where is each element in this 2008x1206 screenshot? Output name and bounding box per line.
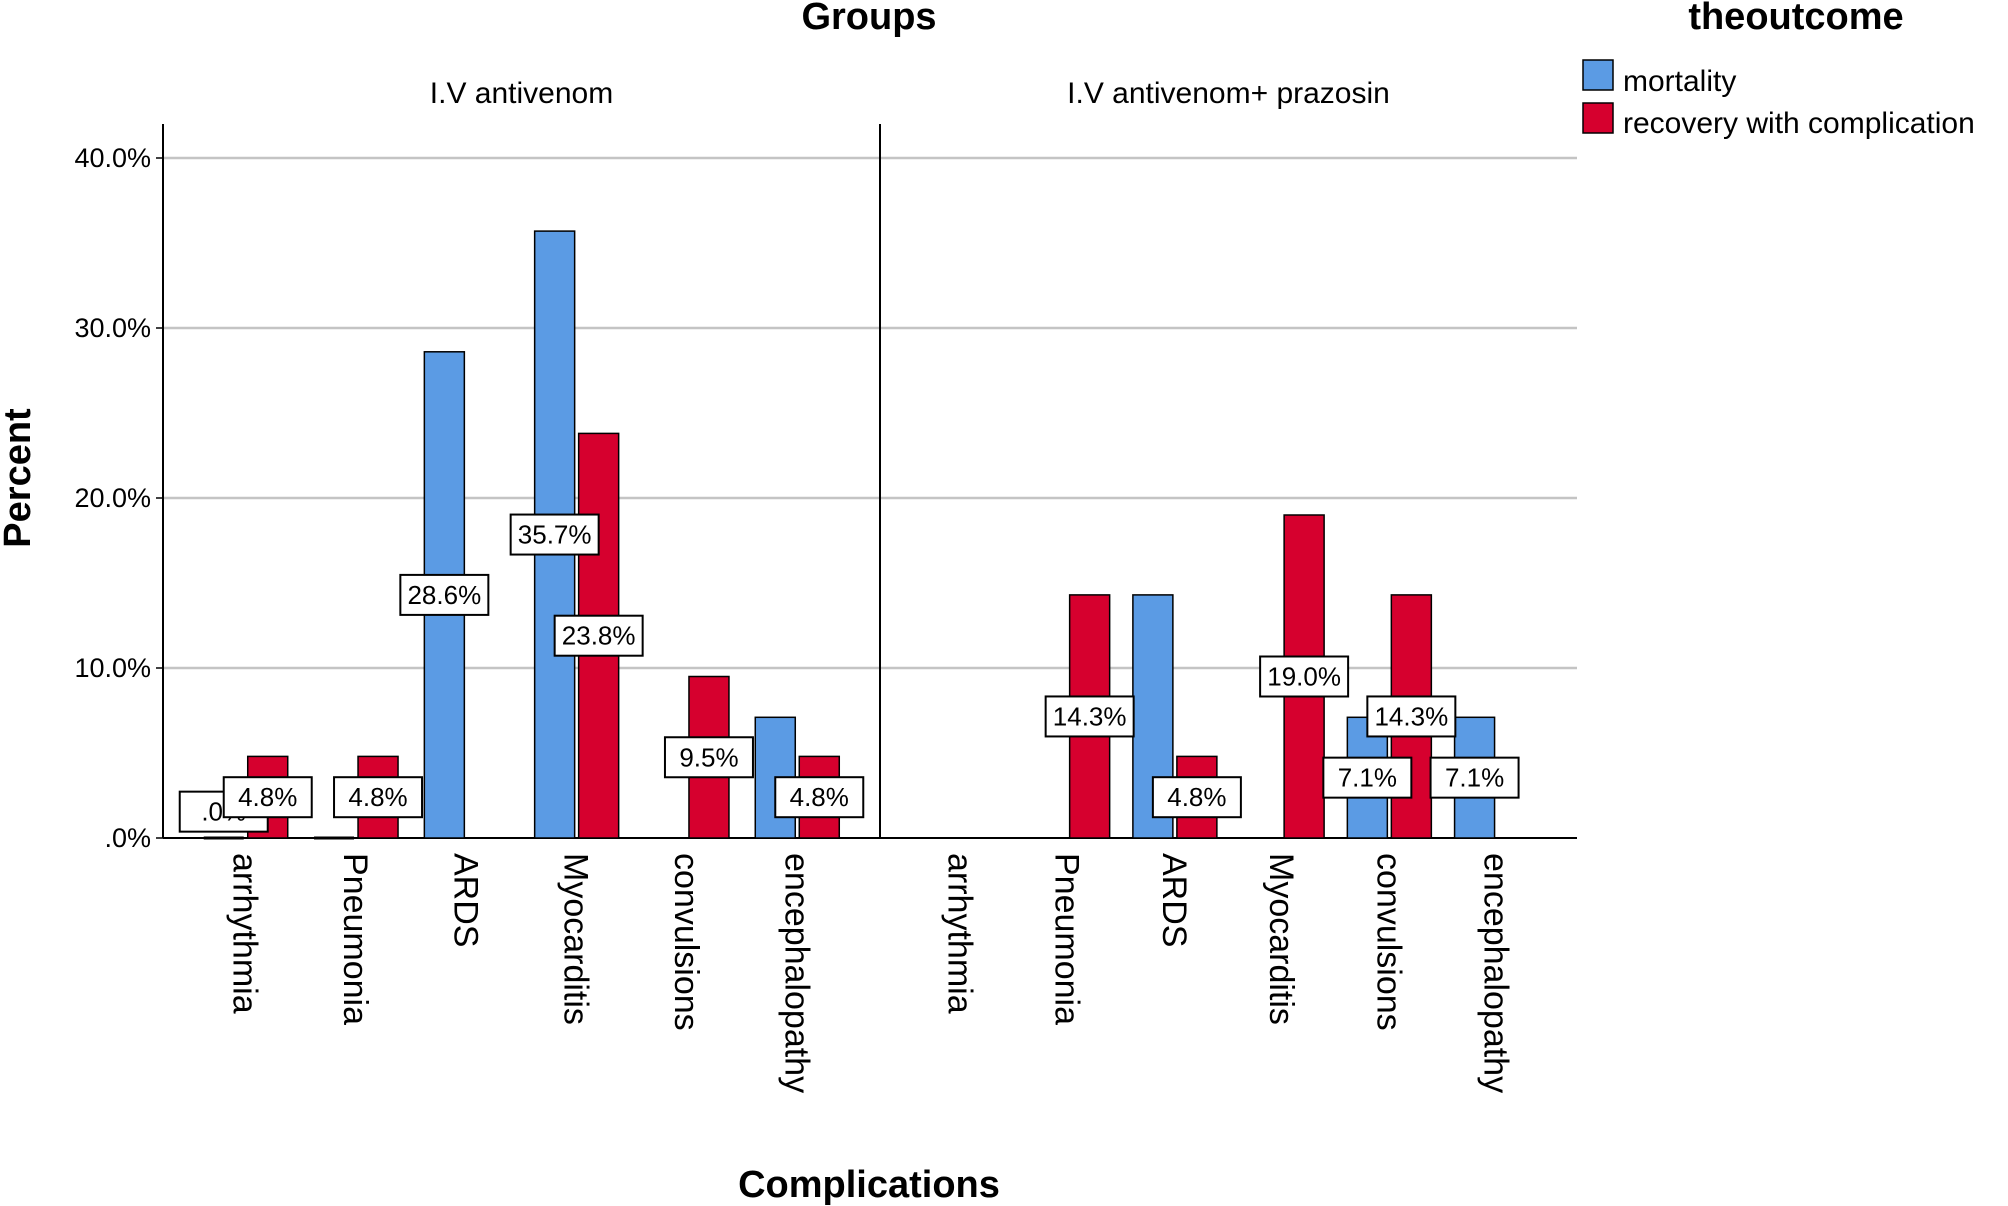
y-tick-label: .0%	[104, 823, 151, 853]
data-label-recovery-with-complication-myocarditis: 19.0%	[1259, 655, 1350, 698]
x-tick-label-encephalopathy: encephalopathy	[1477, 853, 1515, 1093]
x-axis-title: Complications	[738, 1164, 1000, 1206]
data-label-text: 35.7%	[518, 520, 592, 550]
x-tick-label-pneumonia: Pneumonia	[336, 853, 374, 1025]
data-label-text: 4.8%	[790, 782, 849, 812]
panel-axis-title: Groups	[801, 0, 936, 38]
data-label-mortality-myocarditis: 35.7%	[509, 513, 600, 556]
x-tick-label-ards: ARDS	[1155, 853, 1193, 947]
data-label-box	[663, 736, 754, 779]
data-label-box	[774, 776, 865, 819]
legend-swatch-recovery	[1582, 102, 1614, 134]
legend-title: theoutcome	[1688, 0, 1903, 38]
data-label-recovery-with-complication-encephalopathy: 4.8%	[774, 776, 865, 819]
data-label-box	[1322, 756, 1413, 799]
data-label-text: 14.3%	[1374, 701, 1448, 731]
panel-title-i-v-antivenom-prazosin: I.V antivenom+ prazosin	[1067, 77, 1390, 110]
legend-label-mortality: mortality	[1623, 65, 1736, 98]
legend: theoutcome mortality recovery with compl…	[1582, 0, 1975, 140]
data-label-recovery-with-complication-convulsions: 9.5%	[663, 736, 754, 779]
legend-label-recovery: recovery with complication	[1623, 107, 1975, 140]
data-label-box	[1366, 695, 1457, 738]
data-label-text: 4.8%	[348, 782, 407, 812]
data-label-text: 4.8%	[1167, 782, 1226, 812]
data-label-text: 4.8%	[238, 782, 297, 812]
y-tick-label: 30.0%	[74, 313, 151, 343]
x-tick-label-convulsions: convulsions	[667, 853, 705, 1031]
legend-swatch-mortality	[1582, 59, 1614, 91]
x-tick-label-ards: ARDS	[446, 853, 484, 947]
data-label-text: 7.1%	[1445, 763, 1504, 793]
axes: .0% 10.0% 20.0% 30.0% 40.0% I.V antivenom arrh…	[74, 77, 1577, 1093]
data-label-box	[1429, 756, 1520, 799]
y-tick-label: 40.0%	[74, 143, 151, 173]
panel-title-i-v-antivenom: I.V antivenom	[430, 77, 613, 110]
data-label-box	[509, 513, 600, 556]
data-label-text: 19.0%	[1267, 662, 1341, 692]
data-label-recovery-with-complication-myocarditis: 23.8%	[553, 614, 644, 657]
data-label-recovery-with-complication-ards: 4.8%	[1151, 776, 1242, 819]
data-label-box	[1151, 776, 1242, 819]
data-label-text: 28.6%	[407, 580, 481, 610]
data-label-recovery-with-complication-arrhythmia: 4.8%	[222, 776, 313, 819]
data-label-box	[333, 776, 424, 819]
data-label-recovery-with-complication-pneumonia: 4.8%	[333, 776, 424, 819]
data-label-mortality-encephalopathy: 7.1%	[1429, 756, 1520, 799]
data-label-mortality-convulsions: 7.1%	[1322, 756, 1413, 799]
data-label-box	[222, 776, 313, 819]
y-axis-title: Percent	[0, 408, 39, 548]
x-tick-label-convulsions: convulsions	[1369, 853, 1407, 1031]
data-label-text: 23.8%	[562, 621, 636, 651]
x-tick-label-myocarditis: Myocarditis	[557, 853, 595, 1025]
data-label-box	[553, 614, 644, 657]
x-tick-label-encephalopathy: encephalopathy	[777, 853, 815, 1093]
x-tick-label-myocarditis: Myocarditis	[1262, 853, 1300, 1025]
data-label-recovery-with-complication-convulsions: 14.3%	[1366, 695, 1457, 738]
y-tick-label: 10.0%	[74, 653, 151, 683]
data-label-text: 14.3%	[1053, 701, 1127, 731]
x-tick-label-arrhythmia: arrhythmia	[940, 853, 978, 1014]
data-label-mortality-ards: 28.6%	[399, 573, 490, 616]
x-tick-label-pneumonia: Pneumonia	[1048, 853, 1086, 1025]
data-labels: .0%4.8%4.8%28.6%35.7%23.8%9.5%4.8%14.3%4…	[178, 513, 1520, 833]
data-label-box	[1044, 695, 1135, 738]
data-label-box	[399, 573, 490, 616]
data-label-box	[1259, 655, 1350, 698]
x-tick-label-arrhythmia: arrhythmia	[226, 853, 264, 1014]
data-label-text: 7.1%	[1338, 763, 1397, 793]
y-tick-label: 20.0%	[74, 483, 151, 513]
data-label-recovery-with-complication-pneumonia: 14.3%	[1044, 695, 1135, 738]
data-label-text: 9.5%	[679, 742, 738, 772]
